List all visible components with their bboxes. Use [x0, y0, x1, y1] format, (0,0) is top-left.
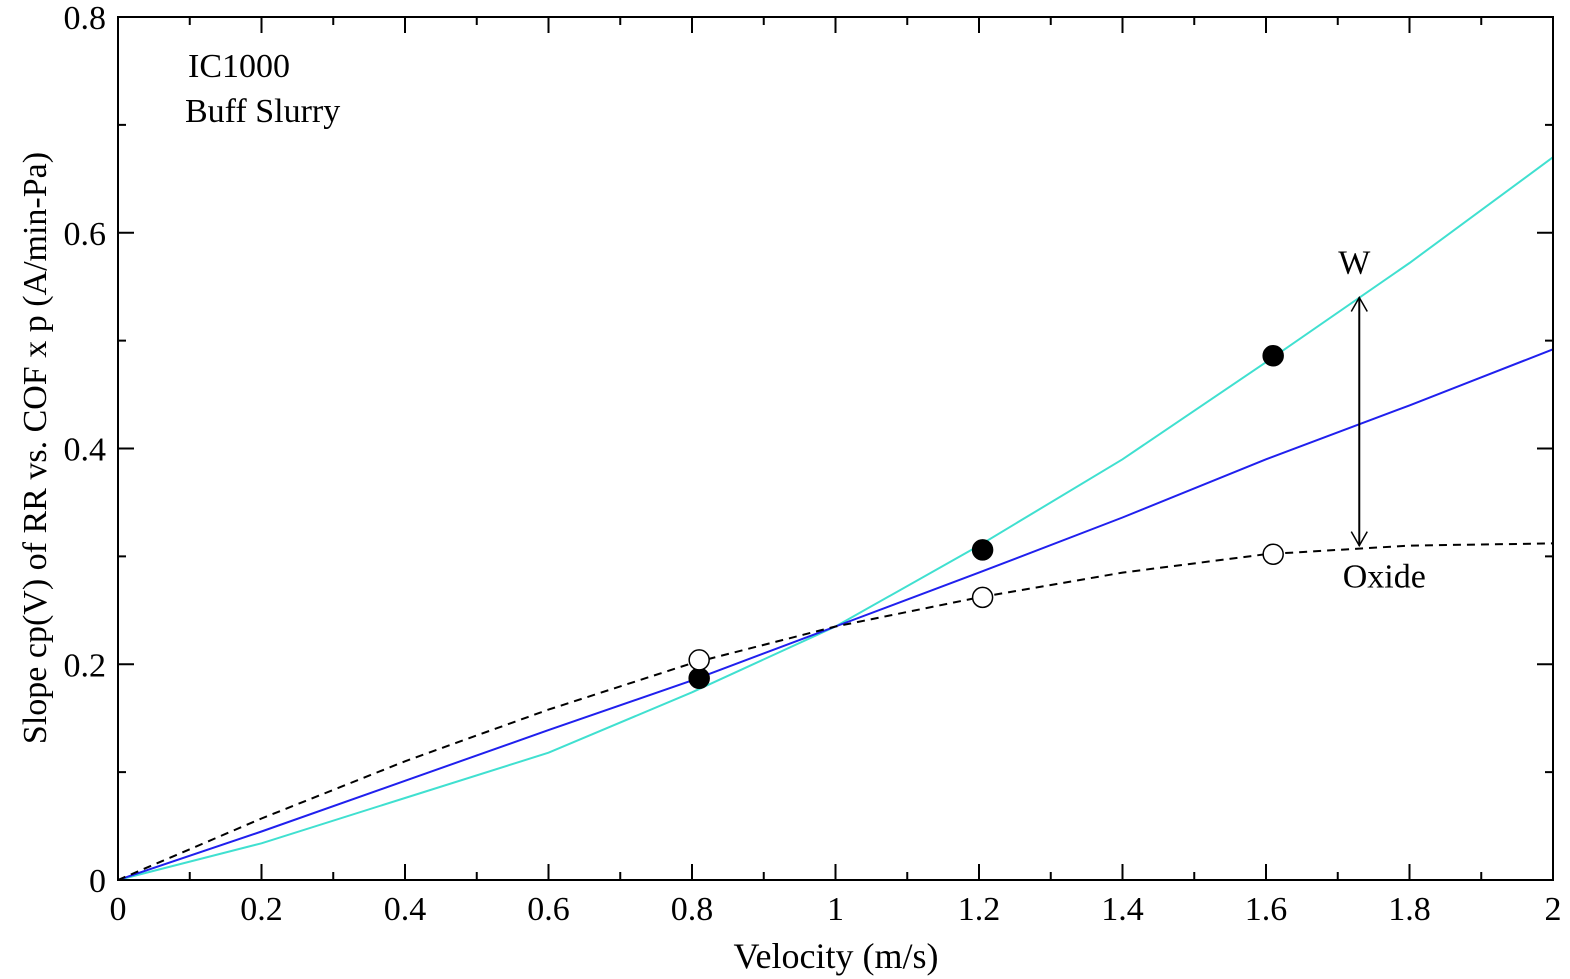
annotation-ic1000: IC1000: [188, 48, 290, 85]
data-point-w-data: [971, 539, 994, 561]
y-tick-label: 0.8: [64, 0, 107, 37]
y-tick-label: 0.2: [64, 647, 107, 684]
plot-marks: [117, 156, 1554, 881]
y-tick-label: 0: [89, 863, 106, 900]
arrow-head-up: [1350, 295, 1368, 312]
annotation-oxide: Oxide: [1343, 559, 1426, 596]
x-tick-label: 0.8: [671, 891, 714, 928]
axis-ticks: 0 0.2 0.4 0.6 0.8 1 1.2 1.4 1.6 1.8 2 0 0.2 0.4 0.6 0.8: [64, 0, 1562, 928]
x-tick-label: 1.2: [958, 891, 1001, 928]
series-line-oxide-fit: [117, 542, 1554, 881]
x-tick-label: 2: [1545, 891, 1562, 928]
x-tick-label: 1.6: [1245, 891, 1288, 928]
data-point-w-data: [1262, 344, 1284, 367]
x-tick-label: 0: [110, 891, 127, 928]
series-line-average-fit: [117, 348, 1554, 881]
y-axis-label: Slope cp(V) of RR vs. COF x p (A/min-Pa): [17, 152, 54, 744]
data-point-oxide-data: [1262, 543, 1284, 565]
data-point-oxide-data: [688, 649, 710, 671]
y-tick-label: 0.4: [64, 432, 107, 469]
x-tick-label: 1.8: [1388, 891, 1431, 928]
x-tick-label: 0.4: [384, 891, 427, 928]
x-tick-label: 1: [827, 891, 844, 928]
x-tick-label: 0.2: [240, 891, 283, 928]
x-tick-label: 1.4: [1101, 891, 1144, 928]
plot-frame: [117, 16, 1554, 881]
arrow-head-down: [1350, 531, 1368, 548]
annotation-w: W: [1338, 244, 1371, 281]
data-point-w-data: [688, 667, 710, 690]
x-tick-label: 0.6: [527, 891, 570, 928]
y-tick-label: 0.6: [64, 216, 107, 253]
x-axis-label: Velocity (m/s): [734, 936, 939, 976]
annotation-buff-slurry: Buff Slurry: [185, 93, 340, 130]
data-point-oxide-data: [971, 586, 994, 609]
